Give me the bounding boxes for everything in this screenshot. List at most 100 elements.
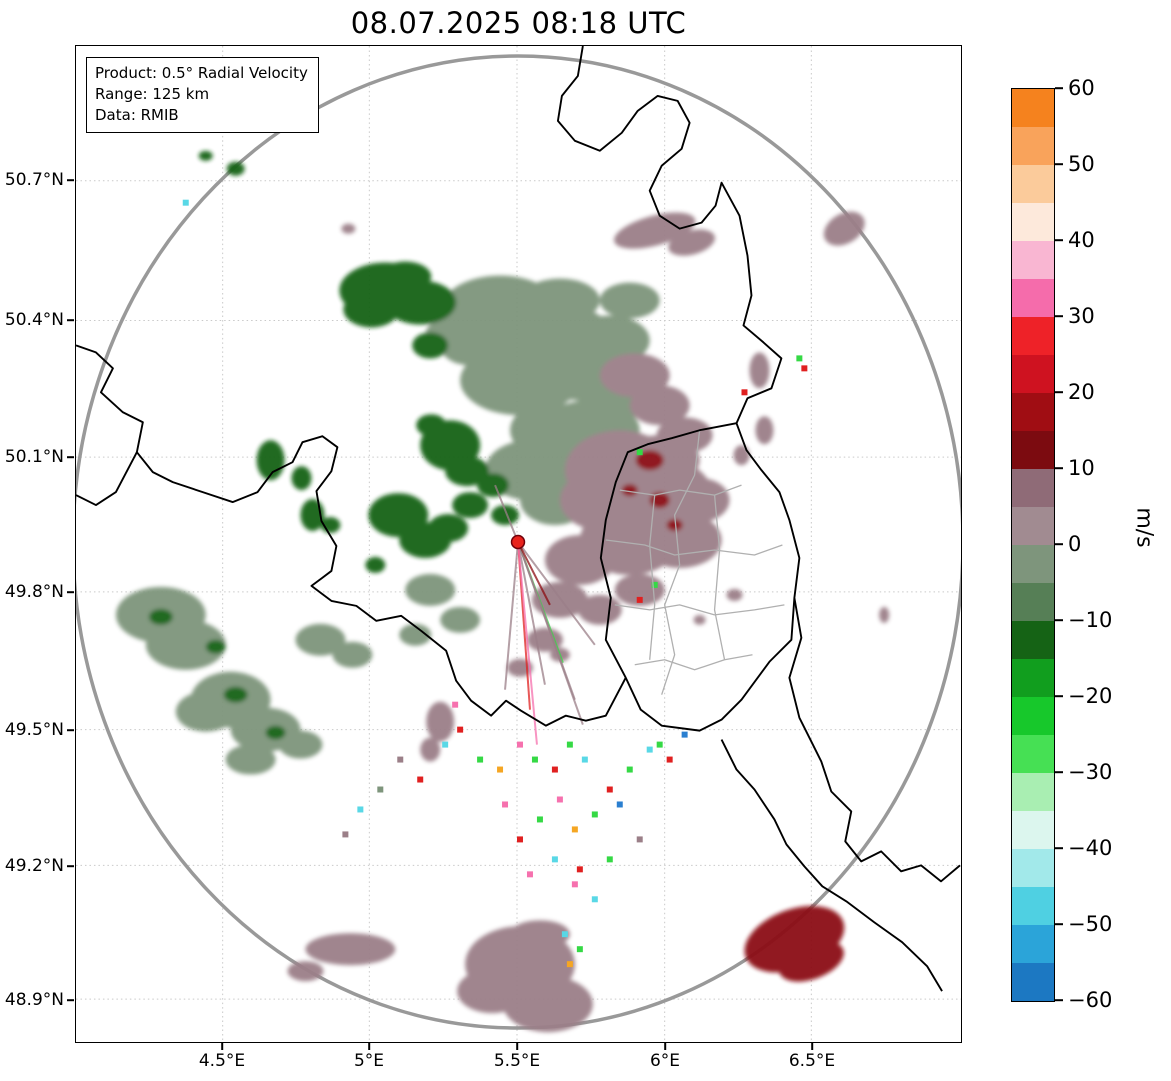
echo-speckle [616,801,623,808]
colorbar-segment [1012,469,1054,507]
colorbar-tick-mark [1055,543,1063,545]
echo-blob-dg [343,291,400,328]
colorbar-tick-mark [1055,619,1063,621]
colorbar-segment [1012,621,1054,659]
radial-spoke [494,484,519,543]
colorbar-segment [1012,735,1054,773]
echo-blob-mv [637,512,722,568]
data-source-line: Data: RMIB [95,106,179,124]
colorbar-segment [1012,659,1054,697]
echo-speckle [636,836,643,843]
echo-blob-dg [379,261,432,292]
x-tick-mark [811,1043,813,1050]
y-tick-mark [67,729,74,731]
y-tick-mark [67,999,74,1001]
echo-blob-mv [726,588,743,601]
y-tick-mark [67,456,74,458]
colorbar-segment [1012,241,1054,279]
echo-blob-dg [412,332,449,359]
colorbar-segment [1012,203,1054,241]
y-tick-label: 49.5°N [4,720,64,740]
echo-speckle [551,856,558,863]
region-border-gray [634,654,753,671]
map-plot: Product: 0.5° Radial Velocity Range: 125… [75,45,962,1043]
echo-speckle [576,866,583,873]
radial-spoke [517,541,546,685]
echo-speckle [796,355,803,362]
echo-speckle [576,946,583,953]
colorbar-tick-mark [1055,391,1063,393]
colorbar-segment [1012,355,1054,393]
x-tick-label: 5°E [353,1051,385,1071]
radial-spoke [504,541,519,690]
colorbar-segment [1012,507,1054,545]
echo-blob-dg [416,414,447,437]
colorbar-tick-mark [1055,923,1063,925]
country-border [720,739,943,992]
echo-blob-mv [531,581,588,618]
colorbar-segment [1012,431,1054,469]
echo-blob-sg [599,282,660,319]
echo-speckle [571,881,578,888]
range-ring [76,54,961,1030]
x-tick-label: 5.5°E [493,1051,541,1071]
echo-speckle [636,449,643,456]
y-tick-mark [67,865,74,867]
colorbar-segment [1012,583,1054,621]
echo-speckle [342,831,349,838]
echo-speckle [556,796,563,803]
echo-speckle [801,365,808,372]
colorbar-segment [1012,279,1054,317]
colorbar-segment [1012,849,1054,887]
colorbar [1011,88,1055,1002]
echo-blob-dr [621,484,638,497]
echo-blob-sg [399,623,432,646]
x-tick-mark [516,1043,518,1050]
echo-blob-sg [569,315,650,366]
colorbar-tick-mark [1055,847,1063,849]
colorbar-tick-label: 10 [1068,456,1095,480]
echo-blob-mv [879,606,890,623]
echo-blob-dr [778,940,844,982]
x-tick-label: 6.5°E [788,1051,836,1071]
echo-blob-dg [428,514,469,543]
region-border-gray [649,495,656,660]
colorbar-segment [1012,963,1054,1001]
echo-speckle [452,701,459,708]
echo-speckle [566,741,573,748]
echo-speckle [656,741,663,748]
echo-blob-dg [198,150,213,161]
region-border-gray [713,495,726,660]
colorbar-tick-mark [1055,695,1063,697]
colorbar-tick-label: 0 [1068,532,1082,556]
colorbar-tick-mark [1055,771,1063,773]
colorbar-tick-mark [1055,87,1063,89]
echo-speckle [626,766,633,773]
echo-speckle [397,756,404,763]
echo-blob-mv [510,920,570,949]
echo-blob-dg [148,608,173,625]
echo-speckle [566,961,573,968]
echo-blob-dg [265,725,286,740]
country-border [76,344,627,727]
colorbar-tick-mark [1055,239,1063,241]
echo-blob-dg [445,456,490,487]
echo-blob-sg [225,744,276,775]
colorbar-unit-label: m/s [1131,507,1157,548]
colorbar-segment [1012,925,1054,963]
x-tick-mark [664,1043,666,1050]
echo-blob-mv [669,478,730,523]
echo-blob-mv [426,701,455,742]
y-tick-label: 50.1°N [4,447,64,467]
echo-speckle [561,931,568,938]
colorbar-tick-label: 30 [1068,304,1095,328]
country-border [76,451,138,507]
colorbar-tick-label: −10 [1068,608,1113,632]
echo-blob-mv [755,416,774,445]
echo-speckle [741,389,748,396]
echo-speckle [526,871,533,878]
colorbar-tick-mark [1055,163,1063,165]
colorbar-segment [1012,127,1054,165]
echo-speckle [591,896,598,903]
echo-blob-mv [577,594,622,625]
